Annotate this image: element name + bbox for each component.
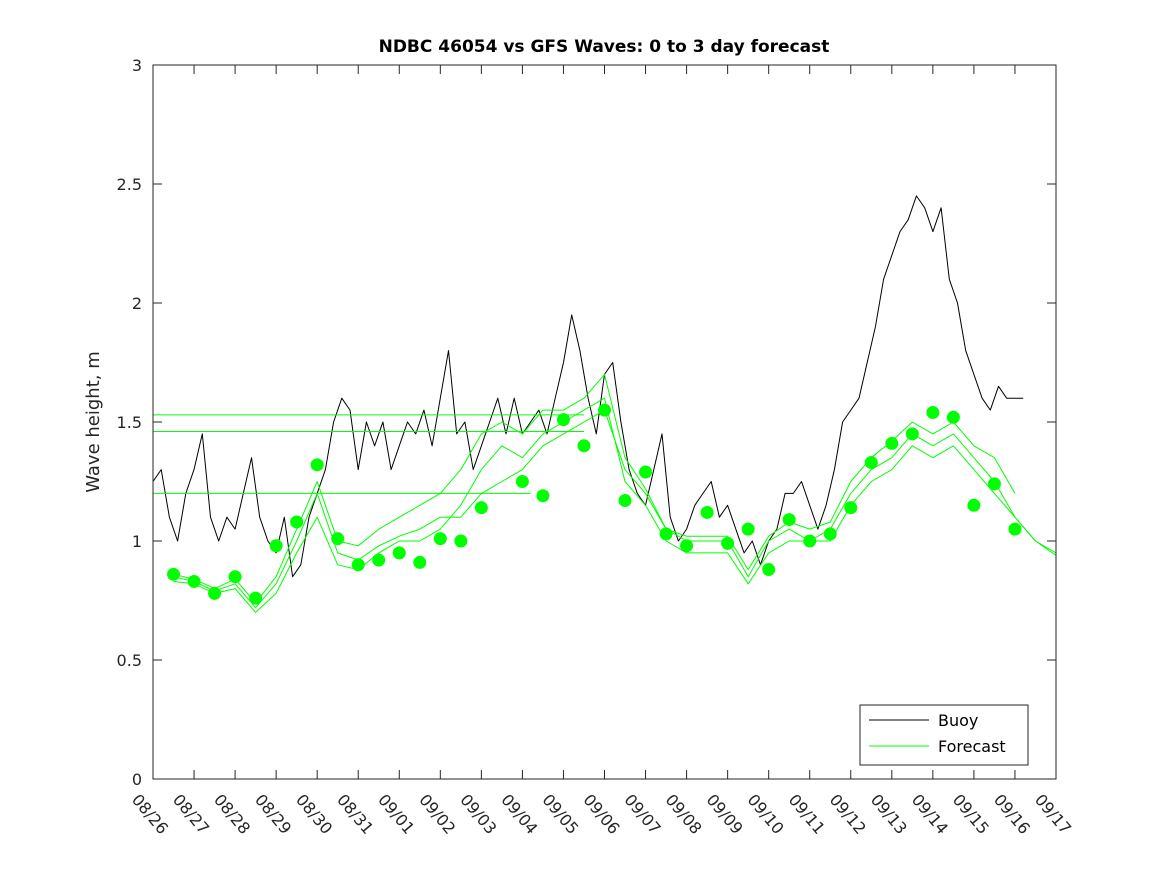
forecast-point: [269, 539, 283, 553]
y-axis-label: Wave height, m: [83, 351, 104, 492]
forecast-point: [659, 527, 673, 541]
forecast-point: [741, 522, 755, 536]
forecast-point: [249, 591, 263, 605]
forecast-point: [864, 455, 878, 469]
forecast-point: [167, 567, 181, 581]
x-tick-label: 09/10: [744, 790, 788, 838]
plot-background: [153, 65, 1056, 779]
buoy-series-line: [153, 195, 1024, 578]
forecast-point: [762, 563, 776, 577]
forecast-point: [1008, 522, 1022, 536]
x-tick-label: 09/06: [579, 790, 623, 838]
forecast-point: [803, 534, 817, 548]
forecast-point: [782, 513, 796, 527]
x-tick-label: 09/11: [785, 790, 829, 838]
forecast-point: [926, 405, 940, 419]
legend-box: [859, 704, 1029, 766]
forecast-point: [577, 439, 591, 453]
y-tick-label: 0: [132, 770, 142, 789]
forecast-point: [372, 553, 386, 567]
forecast-point: [905, 427, 919, 441]
forecast-point: [310, 458, 324, 472]
legend-forecast-label: Forecast: [938, 737, 1006, 756]
x-tick-label: 08/31: [333, 790, 377, 838]
x-tick-label: 09/05: [538, 790, 582, 838]
forecast-point: [844, 501, 858, 515]
x-tick-label: 09/09: [703, 790, 747, 838]
forecast-point: [967, 498, 981, 512]
x-tick-label: 09/13: [867, 790, 911, 838]
x-tick-label: 08/26: [128, 790, 172, 838]
x-tick-label: 09/01: [374, 790, 418, 838]
forecast-point: [639, 465, 653, 479]
forecast-point: [721, 536, 735, 550]
forecast-point: [618, 494, 632, 508]
forecast-point: [700, 505, 714, 519]
forecast-point: [680, 539, 694, 553]
forecast-point: [290, 515, 304, 529]
forecast-point: [351, 558, 365, 572]
y-tick-label: 0.5: [117, 651, 142, 670]
x-tick-label: 08/29: [251, 790, 295, 838]
forecast-point: [474, 501, 488, 515]
x-tick-label: 09/15: [949, 790, 993, 838]
x-tick-label: 09/03: [456, 790, 500, 838]
y-tick-label: 2.5: [117, 175, 142, 194]
x-tick-label: 08/28: [210, 790, 254, 838]
forecast-point: [598, 403, 611, 417]
legend-buoy-label: Buoy: [938, 711, 978, 730]
y-tick-label: 1: [132, 532, 142, 551]
forecast-series-line: [173, 373, 1016, 604]
chart-title: NDBC 46054 vs GFS Waves: 0 to 3 day fore…: [379, 37, 830, 57]
x-tick-label: 09/08: [662, 790, 706, 838]
forecast-point: [536, 489, 550, 503]
legend: Buoy Forecast: [859, 704, 1029, 766]
x-tick-label: 09/02: [415, 790, 459, 838]
x-tick-label: 09/04: [497, 790, 541, 838]
forecast-point: [187, 574, 201, 588]
y-tick-label: 3: [132, 56, 142, 75]
forecast-point: [556, 413, 570, 427]
forecast-series-line: [173, 397, 1056, 613]
y-tick-label: 2: [132, 294, 142, 313]
y-tick-label: 1.5: [117, 413, 142, 432]
x-tick-label: 09/07: [620, 790, 664, 838]
x-tick-label: 09/17: [1031, 790, 1075, 838]
forecast-point: [413, 555, 427, 569]
forecast-point: [454, 534, 468, 548]
forecast-point: [987, 477, 1001, 491]
x-tick-label: 08/30: [292, 790, 336, 838]
x-tick-label: 09/12: [826, 790, 870, 838]
forecast-point: [946, 410, 960, 424]
x-tick-label: 09/16: [990, 790, 1034, 838]
forecast-point: [433, 532, 447, 546]
forecast-point: [885, 436, 899, 450]
forecast-point: [823, 527, 837, 541]
forecast-point: [331, 532, 345, 546]
x-tick-label: 09/14: [908, 790, 952, 838]
forecast-point: [392, 546, 406, 560]
forecast-point: [515, 475, 529, 488]
x-tick-label: 08/27: [169, 790, 213, 838]
forecast-point: [228, 570, 242, 584]
forecast-point: [208, 586, 222, 600]
